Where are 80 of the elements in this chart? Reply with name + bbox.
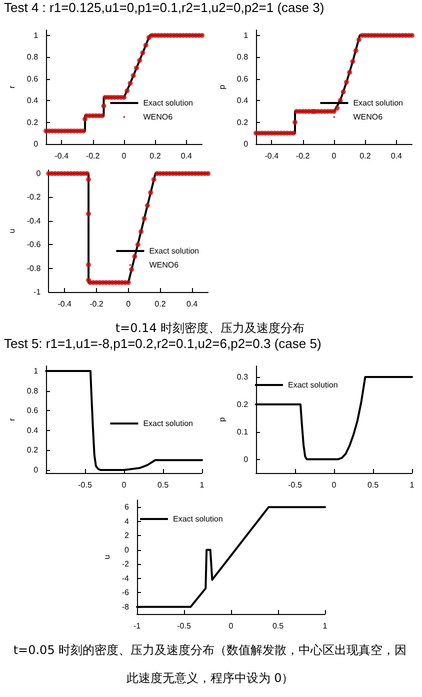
y-tick-label: 0.2 — [236, 118, 249, 127]
series-label: WENO6 — [149, 260, 180, 270]
text: t=0.05 时刻的密度、压力及速度分布（数值解发散，中心区出现真空，因此速度无意义，程序中设为 0） — [12, 642, 408, 687]
y-tick-label: -8 — [122, 602, 130, 612]
y-tick-label: -4 — [122, 574, 130, 583]
x-tick-label: 0.2 — [360, 152, 372, 160]
x-tick-label: 1 — [200, 480, 205, 490]
legend-label: Exact solution — [353, 98, 404, 108]
y-tick-label: 0 — [244, 140, 249, 148]
x-tick-label: -0.2 — [86, 152, 100, 160]
legend-label: Exact solution — [149, 246, 200, 256]
x-tick-label: 0 — [332, 152, 337, 160]
y-tick-label: 0.6 — [236, 74, 249, 84]
y-tick-label: -0.2 — [26, 192, 42, 202]
x-tick-label: 0 — [228, 622, 234, 630]
x-tick-label: 0.2 — [154, 300, 166, 308]
text: t=0.14 时刻密度、压力及速度分布 — [115, 321, 305, 335]
chart-title: Test 5: r1=1,u1=-8,p1=0.2,r2=0.1,u2=6,p2=0.3 (case 5) — [4, 336, 322, 351]
y-axis-title: r — [8, 85, 16, 88]
y-tick-label: 0.4 — [236, 96, 249, 106]
y-tick-label: -6 — [122, 588, 130, 598]
y-tick-label: 0 — [124, 545, 130, 554]
y-tick-label: 0 — [34, 466, 39, 475]
y-tick-label: 6 — [124, 502, 130, 512]
y-axis-title: r — [8, 418, 16, 421]
y-tick-label: 0.8 — [26, 386, 39, 396]
y-tick-label: 0 — [244, 454, 249, 464]
x-tick-label: -0.4 — [58, 300, 72, 308]
y-tick-label: 1 — [34, 30, 39, 40]
y-tick-label: -2 — [122, 560, 130, 569]
y-tick-label: 0.2 — [26, 446, 39, 455]
y-tick-label: 0.2 — [236, 400, 249, 409]
x-tick-label: -0.2 — [296, 152, 310, 160]
y-axis-title: u — [8, 228, 16, 234]
y-axis-title: u — [102, 554, 112, 560]
x-tick-label: 0.4 — [390, 152, 403, 160]
x-tick-label: 0.4 — [180, 152, 193, 160]
y-tick-label: 0.6 — [26, 406, 39, 416]
x-tick-label: 0.5 — [272, 622, 284, 630]
y-axis-title: p — [218, 84, 226, 90]
x-tick-label: 0.2 — [150, 152, 162, 160]
y-tick-label: 0.3 — [236, 372, 249, 382]
y-tick-label: -0.6 — [26, 240, 42, 250]
y-axis-title: p — [218, 416, 226, 422]
x-tick-label: 1 — [322, 622, 328, 630]
chart-title: Test 4 : r1=0.125,u1=0,p1=0.1,r2=1,u2=0,p2=1 (case 3) — [4, 0, 324, 15]
x-tick-label: 0.5 — [367, 480, 380, 490]
y-tick-label: 0.1 — [236, 427, 249, 436]
x-tick-label: 1 — [410, 480, 415, 490]
y-tick-label: -0.4 — [26, 216, 42, 226]
y-tick-label: -0.8 — [26, 264, 42, 273]
y-tick-label: 1 — [244, 30, 249, 40]
legend-label: Exact solution — [143, 98, 194, 108]
x-tick-label: 0.4 — [186, 300, 198, 308]
legend-label: Exact solution — [288, 380, 338, 390]
x-tick-label: -0.4 — [264, 152, 280, 160]
y-tick-label: 2 — [124, 531, 130, 540]
x-tick-label: -0.5 — [78, 480, 92, 490]
y-tick-label: 0.4 — [26, 96, 39, 106]
x-tick-label: -0.5 — [288, 480, 302, 490]
y-tick-label: -1 — [34, 288, 42, 296]
y-tick-label: 0.6 — [26, 74, 39, 84]
y-tick-label: 0.8 — [26, 52, 39, 62]
y-tick-label: 4 — [124, 516, 130, 526]
x-tick-label: -0.5 — [177, 622, 192, 630]
y-tick-label: 1 — [34, 366, 39, 376]
legend-label: Exact solution — [143, 419, 194, 428]
y-tick-label: 0 — [36, 169, 42, 178]
x-tick-label: -1 — [133, 622, 142, 630]
text: WENO6 — [143, 112, 174, 122]
x-tick-label: -0.2 — [90, 300, 104, 308]
series-label: WENO6 — [353, 112, 384, 122]
y-tick-label: 0.8 — [236, 52, 249, 62]
legend-label: Exact solution — [173, 514, 223, 524]
x-tick-label: 0 — [332, 480, 337, 490]
y-tick-label: 0.4 — [26, 426, 39, 435]
y-tick-label: 0.2 — [26, 118, 39, 127]
x-tick-label: 0.5 — [157, 480, 170, 490]
y-tick-label: 0 — [34, 140, 39, 148]
x-tick-label: -0.4 — [54, 152, 70, 160]
